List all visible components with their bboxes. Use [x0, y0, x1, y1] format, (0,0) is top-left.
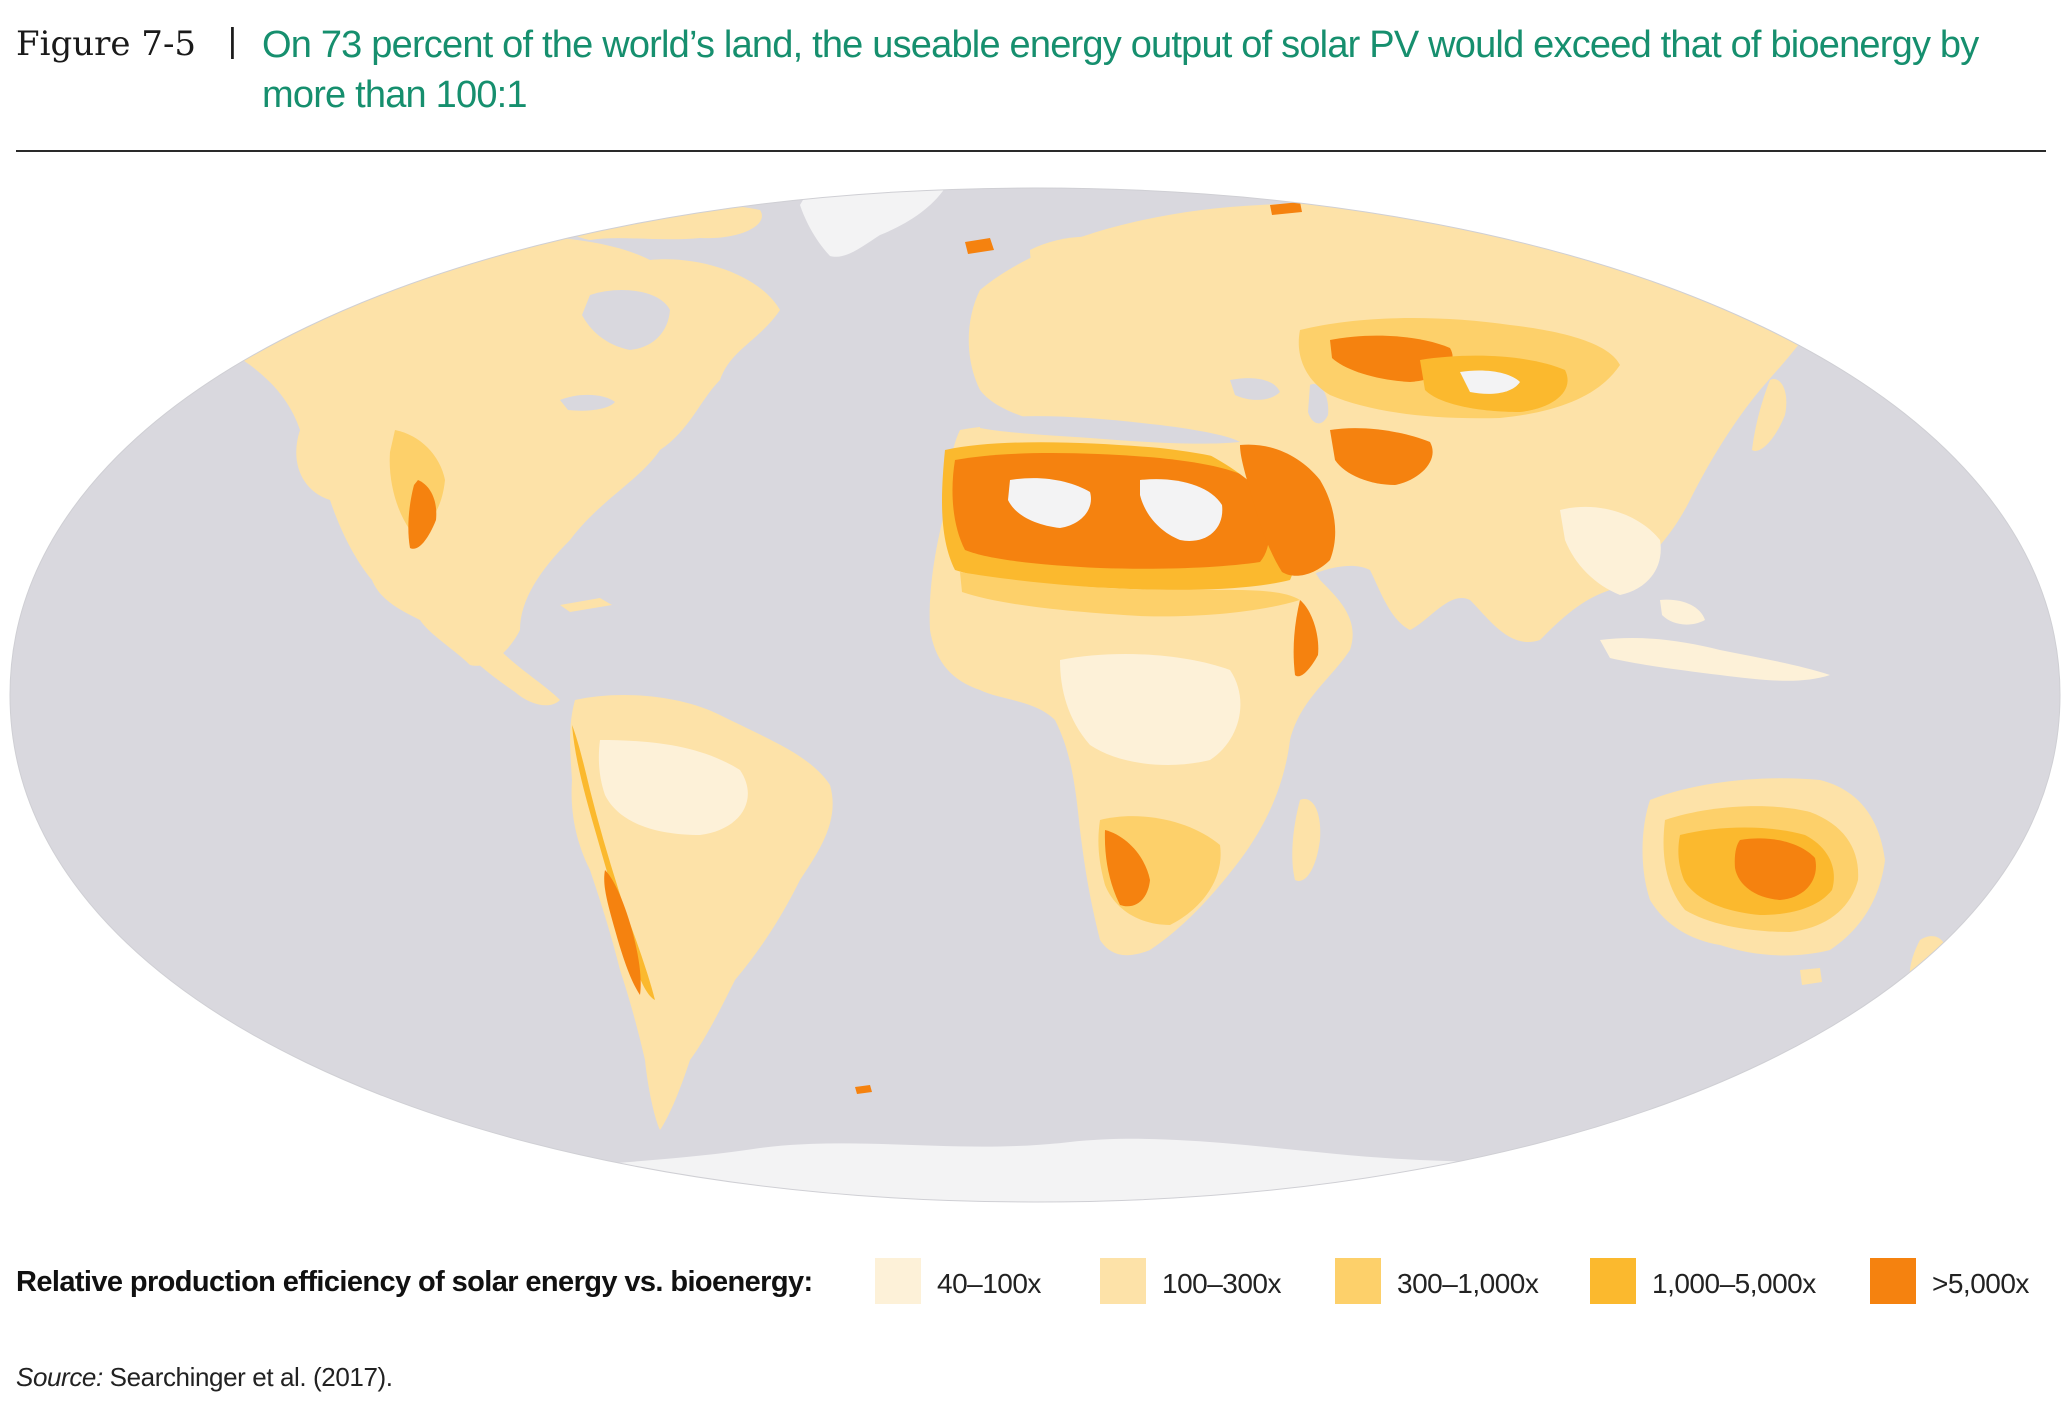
se-asia	[1560, 506, 1661, 595]
legend-title: Relative production efficiency of solar …	[16, 1266, 813, 1298]
sahel	[960, 572, 1300, 617]
source-text: Searchinger et al. (2017).	[109, 1362, 393, 1392]
tasmania	[1800, 968, 1822, 985]
source-prefix: Source:	[16, 1362, 103, 1392]
hudson-bay	[582, 290, 670, 350]
central-africa	[1060, 654, 1241, 765]
sa-amazon	[598, 740, 748, 835]
great-lakes	[560, 394, 615, 411]
legend-swatch	[1100, 1258, 1146, 1304]
source-note: Source: Searchinger et al. (2017).	[16, 1362, 393, 1393]
greenland	[800, 188, 945, 257]
figure-header: Figure 7-5 | On 73 percent of the world’…	[16, 14, 2046, 124]
australia-core	[1734, 838, 1816, 900]
legend-swatch	[875, 1258, 921, 1304]
horn-of-africa	[1293, 600, 1319, 677]
caribbean	[560, 598, 612, 612]
legend-label: 1,000–5,000x	[1652, 1268, 1816, 1299]
indonesia	[1600, 599, 1830, 681]
sa-west-coast	[572, 725, 655, 1000]
figure-title: On 73 percent of the world’s land, the u…	[262, 24, 1979, 116]
sahara-bare-east	[1140, 479, 1223, 541]
header-rule	[16, 150, 2046, 152]
scandinavia	[1030, 236, 1120, 295]
kalahari-namib	[1104, 830, 1150, 907]
atacama	[604, 870, 641, 995]
land-layer	[228, 188, 1946, 1202]
header-separator: |	[228, 22, 237, 60]
figure-number: Figure 7-5	[16, 24, 197, 64]
iran-pakistan	[1330, 428, 1433, 485]
legend-label: >5,000x	[1932, 1268, 2029, 1299]
world-map	[9, 187, 2061, 1203]
arctic-islands-warm	[560, 203, 630, 223]
legend-swatch	[1335, 1258, 1381, 1304]
japan	[1752, 379, 1787, 451]
mexico-central-america	[420, 580, 560, 706]
subantarctic-island	[855, 1085, 872, 1094]
iceland	[965, 238, 994, 254]
na-southwest-hot	[408, 480, 437, 549]
legend-label: 300–1,000x	[1397, 1268, 1539, 1299]
antarctica	[300, 1138, 1800, 1202]
mediterranean	[980, 416, 1240, 444]
arabia	[1240, 444, 1336, 576]
legend: Relative production efficiency of solar …	[16, 1252, 2056, 1312]
legend-swatch	[1590, 1258, 1636, 1304]
black-caspian	[1230, 378, 1329, 424]
legend-swatch	[1870, 1258, 1916, 1304]
tibet-bare	[1460, 370, 1520, 394]
sahara-bare-west	[1008, 478, 1091, 528]
legend-label: 100–300x	[1162, 1268, 1282, 1299]
legend-label: 40–100x	[937, 1268, 1041, 1299]
india	[1440, 478, 1541, 601]
alaska-north	[290, 228, 322, 246]
madagascar	[1292, 799, 1321, 881]
arctic-islands	[556, 201, 762, 240]
globe-outline	[9, 187, 2061, 1203]
